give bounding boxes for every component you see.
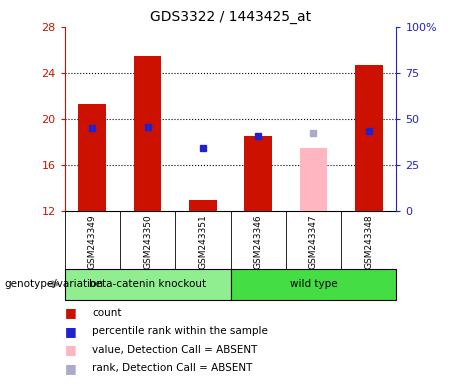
Text: GSM243351: GSM243351 xyxy=(198,214,207,269)
Text: value, Detection Call = ABSENT: value, Detection Call = ABSENT xyxy=(92,345,258,355)
Bar xyxy=(65,269,230,300)
Text: rank, Detection Call = ABSENT: rank, Detection Call = ABSENT xyxy=(92,363,253,373)
Text: ■: ■ xyxy=(65,343,76,356)
Bar xyxy=(189,200,217,211)
Bar xyxy=(78,104,106,211)
Bar xyxy=(230,269,396,300)
Text: beta-catenin knockout: beta-catenin knockout xyxy=(89,279,206,289)
Text: GSM243349: GSM243349 xyxy=(88,214,97,269)
Text: GDS3322 / 1443425_at: GDS3322 / 1443425_at xyxy=(150,10,311,23)
Text: GSM243346: GSM243346 xyxy=(254,214,263,269)
Bar xyxy=(134,56,161,211)
Bar xyxy=(300,148,327,211)
Text: GSM243347: GSM243347 xyxy=(309,214,318,269)
Text: ■: ■ xyxy=(65,306,76,319)
Text: GSM243350: GSM243350 xyxy=(143,214,152,269)
Text: ■: ■ xyxy=(65,325,76,338)
Text: count: count xyxy=(92,308,122,318)
Text: genotype/variation: genotype/variation xyxy=(5,279,104,289)
Text: ■: ■ xyxy=(65,362,76,375)
Bar xyxy=(355,65,383,211)
Text: percentile rank within the sample: percentile rank within the sample xyxy=(92,326,268,336)
Text: wild type: wild type xyxy=(290,279,337,289)
Bar xyxy=(244,136,272,211)
Text: GSM243348: GSM243348 xyxy=(364,214,373,269)
